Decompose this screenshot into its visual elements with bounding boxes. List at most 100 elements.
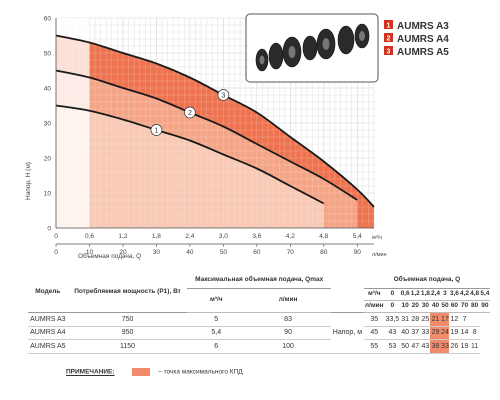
x-tick-label: 5,4 <box>353 233 362 240</box>
cell-head: 40 <box>400 326 411 340</box>
cell-head: 8 <box>469 326 480 340</box>
cell-head: 17 <box>440 312 450 327</box>
curve-series-2 <box>55 69 358 201</box>
cell-head: 33,5 <box>384 312 401 327</box>
cell-model: AUMRS A3 <box>28 312 68 327</box>
x-tick-label: 1,2 <box>118 233 127 240</box>
cell-qmax-lmin: 100 <box>245 339 332 354</box>
chart-legend: 1 AUMRS A3 2 AUMRS A4 3 AUMRS A5 <box>384 20 449 58</box>
y-tick-labels: 0 10 20 30 40 50 60 <box>44 16 52 233</box>
legend-badge-3 <box>384 46 393 55</box>
th-q-lmin: 50 <box>440 300 450 313</box>
x2-tick-label: 10 <box>86 249 94 256</box>
cell-model: AUMRS A5 <box>28 339 68 354</box>
th-q-m3h: 4,2 <box>459 288 470 301</box>
cell-head: 24 <box>440 326 450 340</box>
th-unit-lmin: л/мин <box>245 288 332 313</box>
cell-power: 950 <box>67 326 188 340</box>
x2-unit-label: л/мин <box>372 252 387 258</box>
th-max-flow: Максимальная объемная подача, Qmax <box>187 272 332 289</box>
legend-label-2: AUMRS A4 <box>397 34 449 45</box>
cell-head: 29 <box>430 326 441 340</box>
y-tick-label: 10 <box>44 191 52 198</box>
th-q-lmin: 70 <box>459 300 470 313</box>
cell-head-label: Напор, м <box>331 312 364 354</box>
y-tick-label: 20 <box>44 156 52 163</box>
cell-head: 19 <box>459 339 470 354</box>
curve-marker-1 <box>150 124 163 136</box>
cell-head: 7 <box>459 312 470 327</box>
cell-head <box>469 312 480 327</box>
x-tick-label: 2,4 <box>185 233 194 240</box>
legend-num-3: 3 <box>387 49 391 56</box>
cell-head: 31 <box>400 312 411 327</box>
th-q-m3h: 0 <box>384 288 401 301</box>
x-tick-label: 4,8 <box>319 233 328 240</box>
cell-head: 53 <box>384 339 401 354</box>
x2-tick-label: 70 <box>287 249 295 256</box>
x2-tick-label: 80 <box>320 249 328 256</box>
x2-tick-label: 30 <box>153 249 161 256</box>
x2-tick-label: 50 <box>220 249 228 256</box>
cell-head: 12 <box>449 312 460 327</box>
x-tick-label: 0 <box>54 233 58 240</box>
cell-head: 37 <box>410 326 421 340</box>
x2-tick-label: 20 <box>119 249 127 256</box>
x-tick-labels: 0 0,6 1,2 1,8 2,4 3,0 3,6 4,2 4,8 5,4 <box>54 233 362 240</box>
cell-head: 43 <box>384 326 401 340</box>
th-q-m3h: 3,6 <box>449 288 460 301</box>
cell-head: 33 <box>420 326 431 340</box>
curve-marker-label-3: 3 <box>221 93 225 100</box>
th-power: Потребляемая мощность (P1), Вт <box>67 272 188 313</box>
th-model: Модель <box>28 272 68 313</box>
cell-qmax-m3h: 5,4 <box>187 326 246 340</box>
curve-series-1 <box>55 104 325 205</box>
curve-marker-label-2: 2 <box>188 110 192 117</box>
cell-head: 28 <box>410 312 421 327</box>
th-unit-m3h: м³/ч <box>187 288 246 313</box>
cell-head: 38 <box>430 339 441 354</box>
cell-head: 11 <box>469 339 480 354</box>
cell-model: AUMRS A4 <box>28 326 68 340</box>
product-photo <box>245 13 379 83</box>
table-note: ПРИМЕЧАНИЕ: – точка максимального КПД <box>66 368 243 376</box>
note-text: – точка максимального КПД <box>158 368 243 376</box>
note-swatch <box>132 368 151 376</box>
x-tick-label: 4,2 <box>286 233 295 240</box>
cell-head: 14 <box>459 326 470 340</box>
cell-head: 35 <box>363 312 385 327</box>
legend-num-1: 1 <box>387 23 391 30</box>
th-q-lmin: 90 <box>479 300 490 313</box>
y-tick-label: 50 <box>44 51 52 58</box>
legend-label-3: AUMRS A5 <box>397 47 449 58</box>
legend-badge-2 <box>384 33 393 42</box>
curve-marker-3 <box>217 89 230 101</box>
cell-head: 25 <box>420 312 431 327</box>
y-tick-label: 0 <box>47 226 51 233</box>
cell-power: 750 <box>67 312 188 327</box>
x-axis-title: Объемная подача, Q <box>78 252 141 260</box>
x2-tick-labels: 0 10 20 30 40 50 60 70 80 90 <box>54 244 361 256</box>
legend-num-2: 2 <box>387 36 391 43</box>
cell-power: 1150 <box>67 339 188 354</box>
th-flow-group: Объемная подача, Q <box>363 272 490 289</box>
performance-table: Модель Потребляемая мощность (P1), Вт Ма… <box>28 272 490 354</box>
curve-marker-label-1: 1 <box>154 128 158 135</box>
cell-head: 47 <box>410 339 421 354</box>
x-tick-label: 0,6 <box>85 233 94 240</box>
cell-qmax-m3h: 5 <box>187 312 246 327</box>
y-tick-label: 30 <box>44 121 52 128</box>
legend-label-1: AUMRS A3 <box>397 21 449 32</box>
x-unit-label: м³/ч <box>372 235 382 241</box>
th-q-lmin: 20 <box>410 300 421 313</box>
cell-head: 33 <box>440 339 450 354</box>
th-q-m3h: 3 <box>440 288 450 301</box>
cell-head: 45 <box>363 326 385 340</box>
curve-marker-2 <box>184 106 196 119</box>
th-q-lmin: 80 <box>469 300 480 313</box>
th-q-lmin: 60 <box>449 300 460 313</box>
x2-tick-label: 90 <box>354 249 362 256</box>
cell-head: 50 <box>400 339 411 354</box>
table-row: AUMRS A3 750 5 83 Напор, м 35 33,5 31 28 25 21 17 12… <box>28 312 490 354</box>
